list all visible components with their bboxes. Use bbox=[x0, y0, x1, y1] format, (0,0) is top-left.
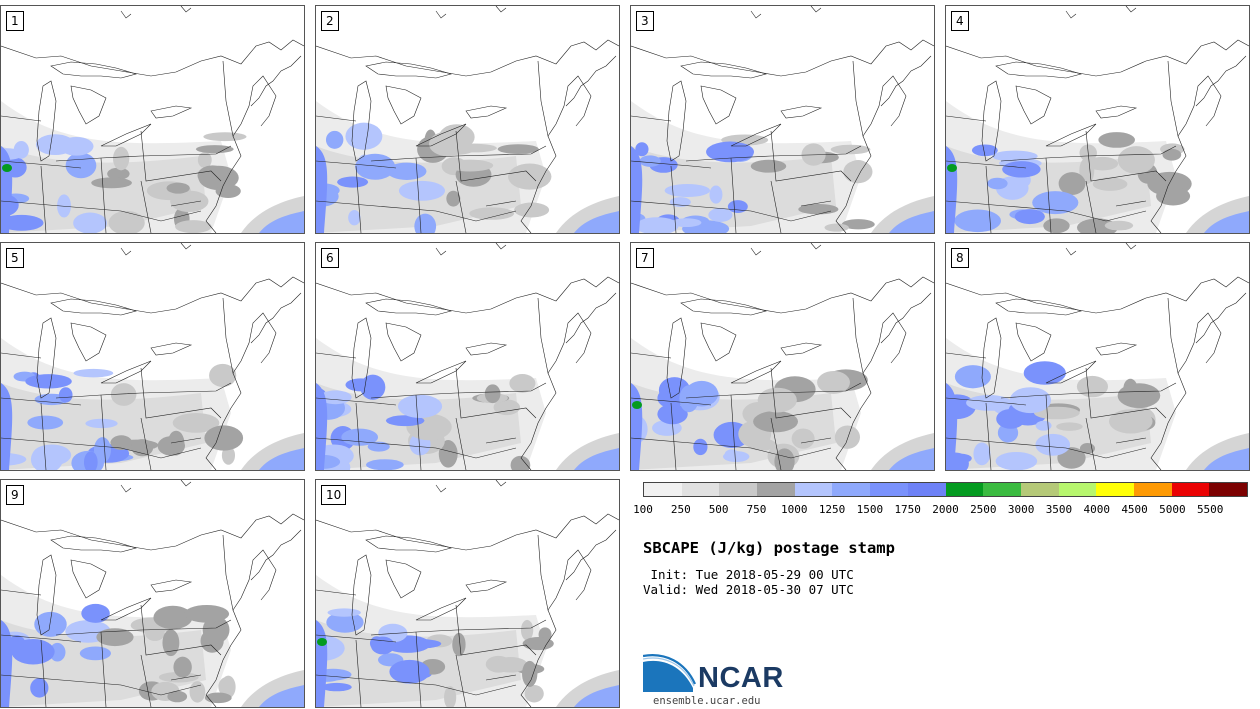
colorbar-swatch bbox=[719, 483, 758, 496]
colorbar-tick-label: 1250 bbox=[818, 503, 846, 516]
panel-number: 2 bbox=[321, 11, 339, 31]
colorbar-tick-label: 1000 bbox=[781, 503, 808, 516]
cape-map bbox=[316, 243, 619, 470]
panel-number: 6 bbox=[321, 248, 339, 268]
colorbar-swatch bbox=[1209, 483, 1247, 496]
colorbar-swatch bbox=[794, 483, 833, 496]
colorbar-tick-label: 2500 bbox=[970, 503, 997, 516]
colorbar-swatch bbox=[870, 483, 908, 496]
cape-map bbox=[316, 480, 619, 707]
colorbar-tick-label: 5500 bbox=[1196, 503, 1224, 516]
colorbar-swatch bbox=[983, 483, 1021, 496]
colorbar-swatch bbox=[945, 483, 984, 496]
colorbar-tick-label: 5000 bbox=[1159, 503, 1186, 516]
colorbar-tick-label: 500 bbox=[708, 503, 729, 516]
panel-number: 4 bbox=[951, 11, 969, 31]
cape-map bbox=[316, 6, 619, 233]
colorbar-tick-label: 1500 bbox=[856, 503, 884, 516]
chart-title: SBCAPE (J/kg) postage stamp bbox=[643, 539, 895, 557]
map-panel-4: 4 bbox=[945, 5, 1250, 234]
cape-map bbox=[1, 6, 304, 233]
colorbar-swatch bbox=[1096, 483, 1134, 496]
ncar-logo-icon bbox=[643, 654, 697, 692]
map-panel-9: 9 bbox=[0, 479, 305, 708]
map-panel-3: 3 bbox=[630, 5, 935, 234]
colorbar-swatch bbox=[832, 483, 871, 496]
colorbar-tick-label: 750 bbox=[746, 503, 767, 516]
colorbar-tick-label: 4500 bbox=[1121, 503, 1148, 516]
map-panel-6: 6 bbox=[315, 242, 620, 471]
colorbar-tick-label: 3000 bbox=[1007, 503, 1035, 516]
panel-number: 9 bbox=[6, 485, 24, 505]
cape-map bbox=[1, 243, 304, 470]
colorbar-swatch bbox=[1058, 483, 1097, 496]
colorbar-tick-label: 3500 bbox=[1045, 503, 1073, 516]
panel-number: 1 bbox=[6, 11, 24, 31]
colorbar-swatch bbox=[757, 483, 795, 496]
cape-map bbox=[1, 480, 304, 707]
map-panel-5: 5 bbox=[0, 242, 305, 471]
colorbar-tick-label: 2000 bbox=[932, 503, 959, 516]
ncar-logo-text: NCAR bbox=[698, 662, 784, 694]
colorbar-swatch bbox=[1171, 483, 1210, 496]
cape-map bbox=[631, 6, 934, 233]
colorbar-swatch bbox=[1020, 483, 1059, 496]
colorbar-swatch bbox=[907, 483, 946, 496]
map-panel-8: 8 bbox=[945, 242, 1250, 471]
colorbar bbox=[643, 482, 1248, 497]
valid-time: Valid: Wed 2018-05-30 07 UTC bbox=[643, 582, 854, 597]
colorbar-tick-label: 250 bbox=[670, 503, 691, 516]
map-panel-2: 2 bbox=[315, 5, 620, 234]
map-panel-1: 1 bbox=[0, 5, 305, 234]
colorbar-tick-label: 100 bbox=[633, 503, 653, 516]
site-url: ensemble.ucar.edu bbox=[653, 695, 761, 707]
colorbar-swatch bbox=[644, 483, 682, 496]
colorbar-swatch bbox=[1133, 483, 1172, 496]
colorbar-tick-labels: 100 250 500 750 1000 1250 1500 1750 2000 2500 3000… bbox=[633, 503, 1248, 517]
map-panel-7: 7 bbox=[630, 242, 935, 471]
panel-number: 7 bbox=[636, 248, 654, 268]
colorbar-tick-label: 4000 bbox=[1083, 503, 1111, 516]
init-time: Init: Tue 2018-05-29 00 UTC bbox=[643, 567, 854, 582]
panel-number: 5 bbox=[6, 248, 24, 268]
panel-number: 3 bbox=[636, 11, 654, 31]
panel-number: 10 bbox=[321, 485, 347, 505]
colorbar-tick-label: 1750 bbox=[894, 503, 921, 516]
cape-map bbox=[946, 243, 1249, 470]
map-panel-10: 10 bbox=[315, 479, 620, 708]
panel-number: 8 bbox=[951, 248, 969, 268]
cape-map bbox=[946, 6, 1249, 233]
cape-map bbox=[631, 243, 934, 470]
colorbar-swatch bbox=[681, 483, 720, 496]
